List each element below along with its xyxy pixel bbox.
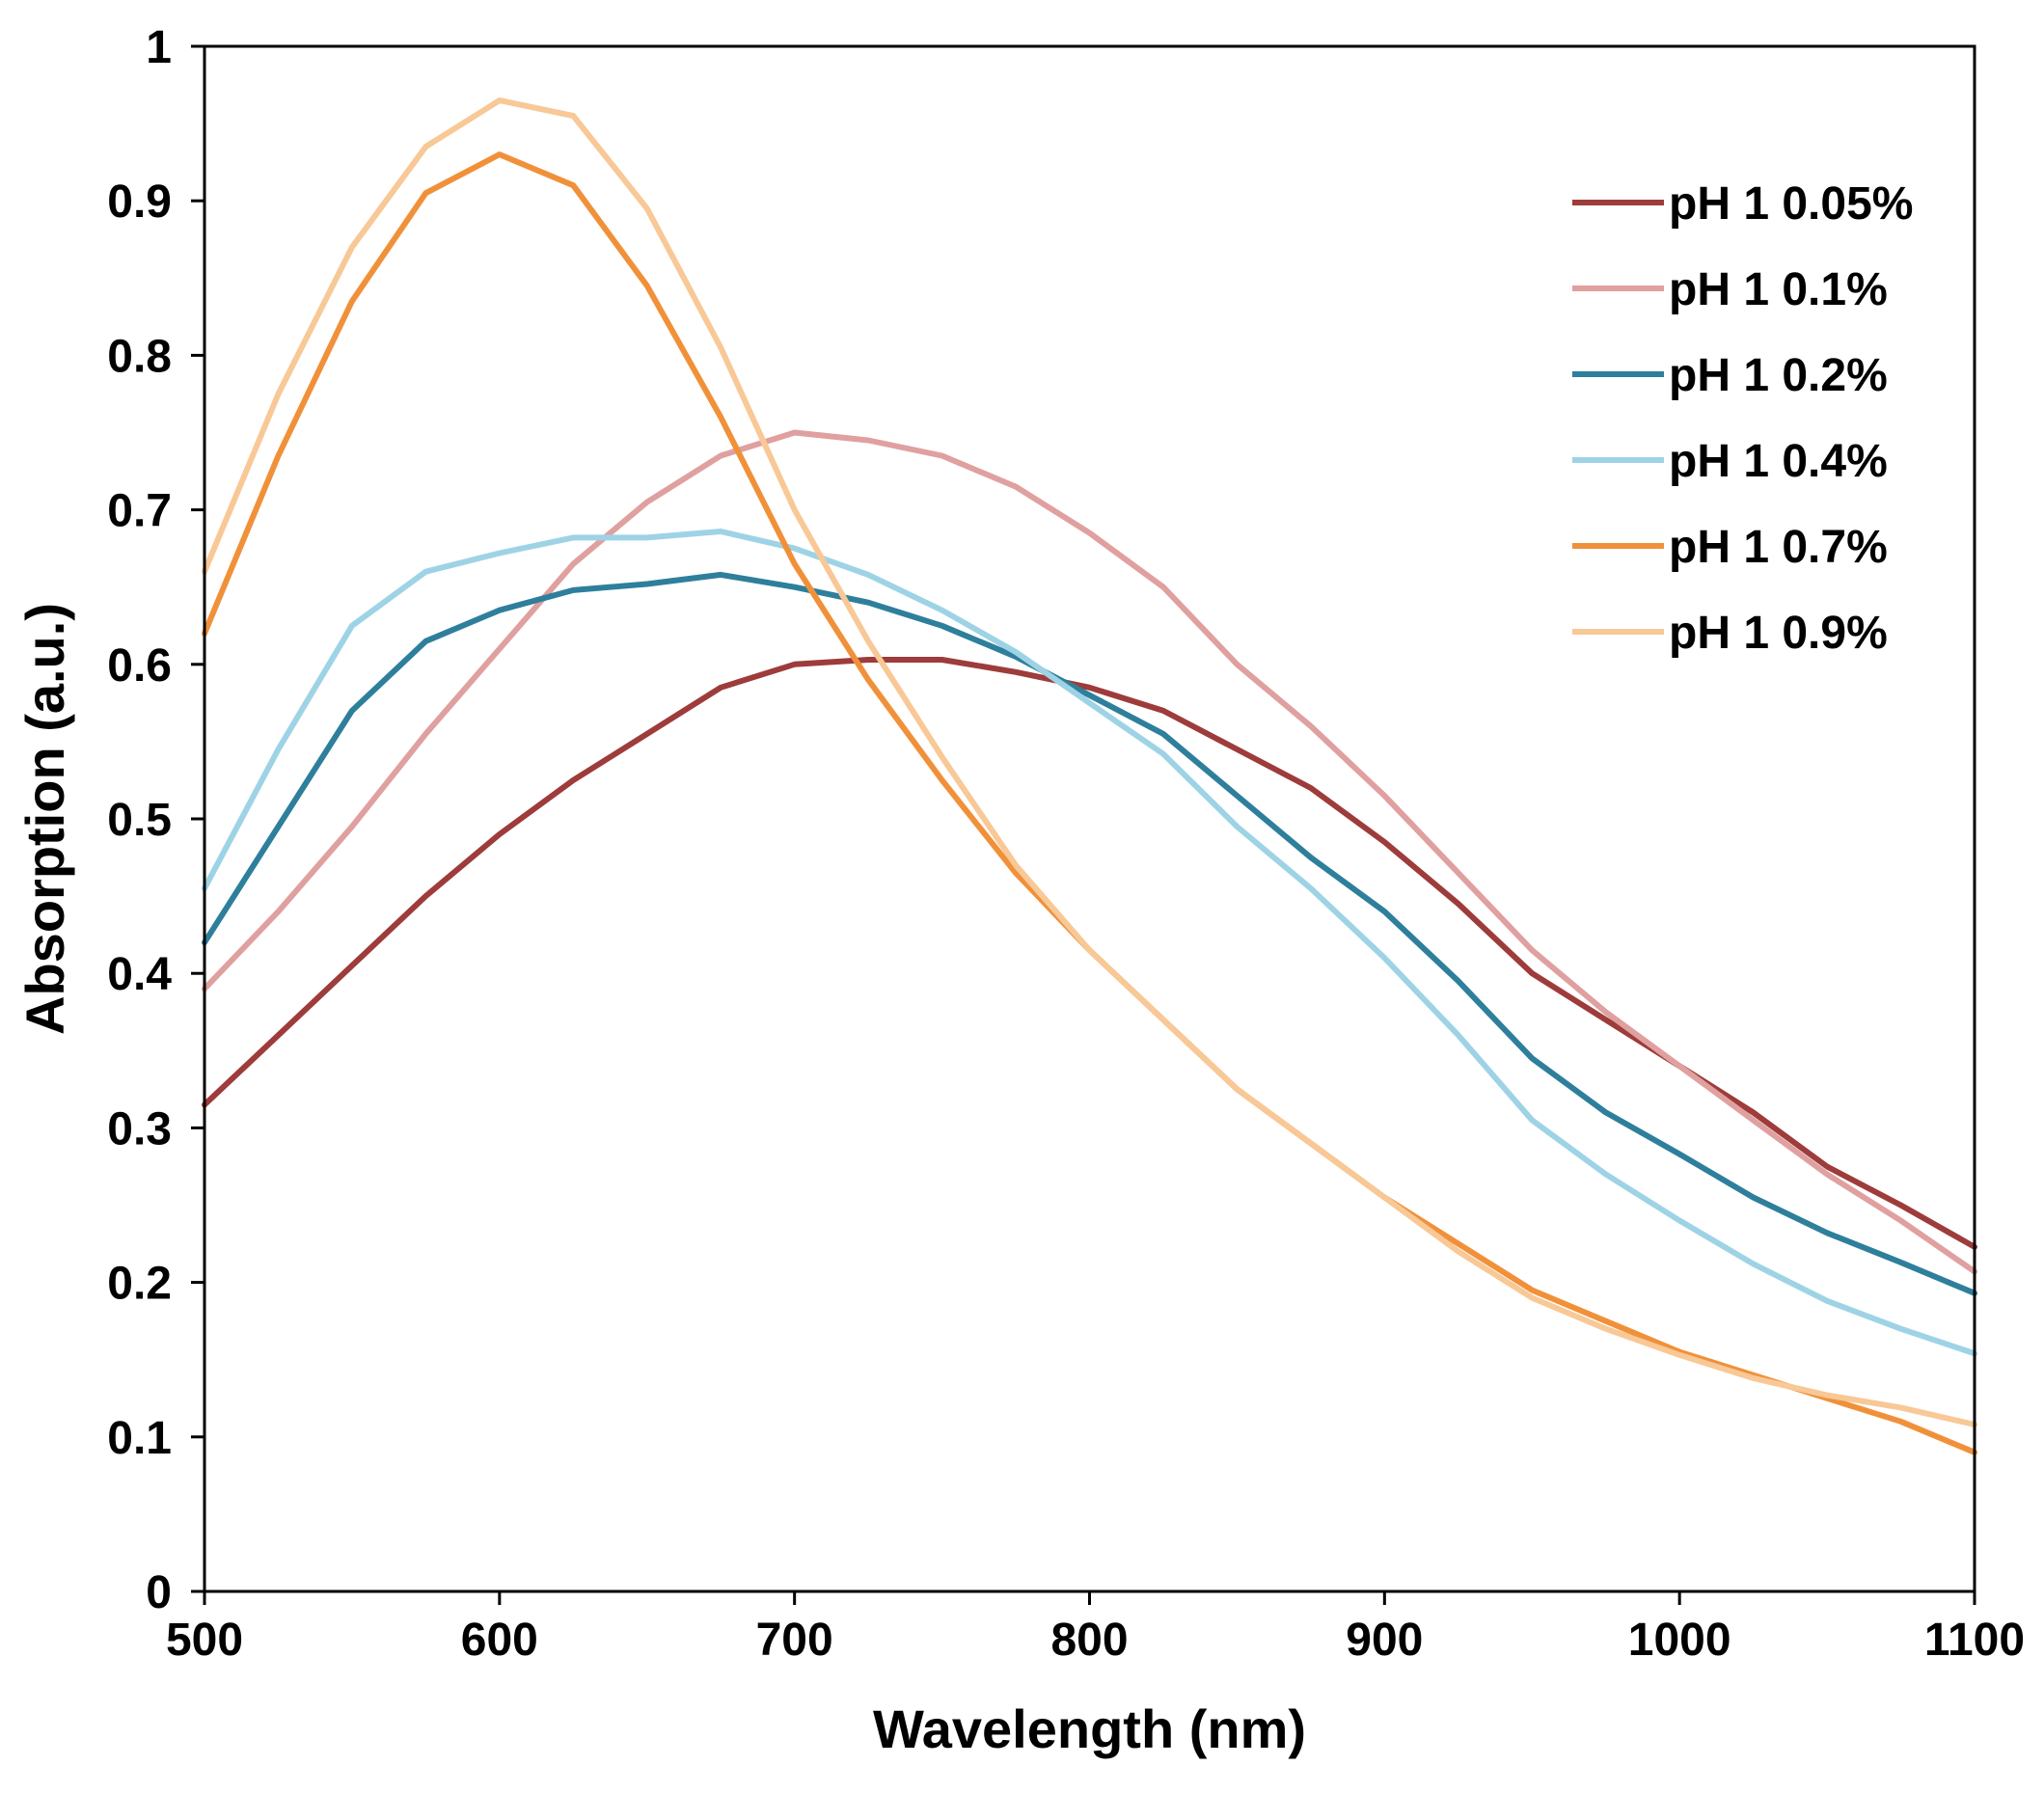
y-tick-label: 0.9 <box>107 177 172 228</box>
x-tick-label: 1100 <box>1924 1615 2025 1666</box>
series-line-5 <box>202 97 1977 1427</box>
x-tick-label: 700 <box>756 1615 833 1666</box>
legend-label: pH 1 0.4% <box>1669 436 1888 487</box>
y-tick-label: 0.5 <box>107 795 172 846</box>
x-tick-label: 500 <box>166 1615 243 1666</box>
x-tick-label: 900 <box>1346 1615 1423 1666</box>
y-tick-label: 0.3 <box>107 1103 172 1155</box>
y-tick-label: 0.8 <box>107 331 172 382</box>
series-layer <box>202 97 1977 1455</box>
y-tick-label: 0.1 <box>107 1413 172 1464</box>
x-tick-label: 800 <box>1050 1615 1128 1666</box>
legend-label: pH 1 0.2% <box>1669 350 1888 401</box>
x-axis-title: Wavelength (nm) <box>873 1698 1306 1759</box>
legend-label: pH 1 0.05% <box>1669 178 1913 230</box>
y-tick-label: 0.7 <box>107 486 172 537</box>
legend-label: pH 1 0.9% <box>1669 608 1888 659</box>
series-line-2 <box>202 571 1977 1296</box>
y-tick-label: 0 <box>146 1567 172 1618</box>
series-line-4 <box>202 151 1977 1455</box>
legend-label: pH 1 0.7% <box>1669 522 1888 573</box>
series-line-1 <box>202 429 1977 1275</box>
x-tick-label: 1000 <box>1628 1615 1731 1666</box>
legend: pH 1 0.05% pH 1 0.1% pH 1 0.2% pH 1 0.4% pH … <box>1572 178 1913 659</box>
y-tick-label: 1 <box>146 22 172 73</box>
y-tick-label: 0.6 <box>107 640 172 692</box>
y-tick-label: 0.4 <box>107 949 172 1000</box>
x-tick-label: 600 <box>461 1615 538 1666</box>
tick-layer: 500 600 700 800 900 1000 1100 0 0.1 0.2 0.3 0.4 0.5 0… <box>107 22 2025 1666</box>
y-axis-title: Absorption (a.u.) <box>14 603 75 1035</box>
series-line-3 <box>202 529 1977 1357</box>
y-tick-label: 0.2 <box>107 1259 172 1310</box>
legend-label: pH 1 0.1% <box>1669 264 1888 315</box>
